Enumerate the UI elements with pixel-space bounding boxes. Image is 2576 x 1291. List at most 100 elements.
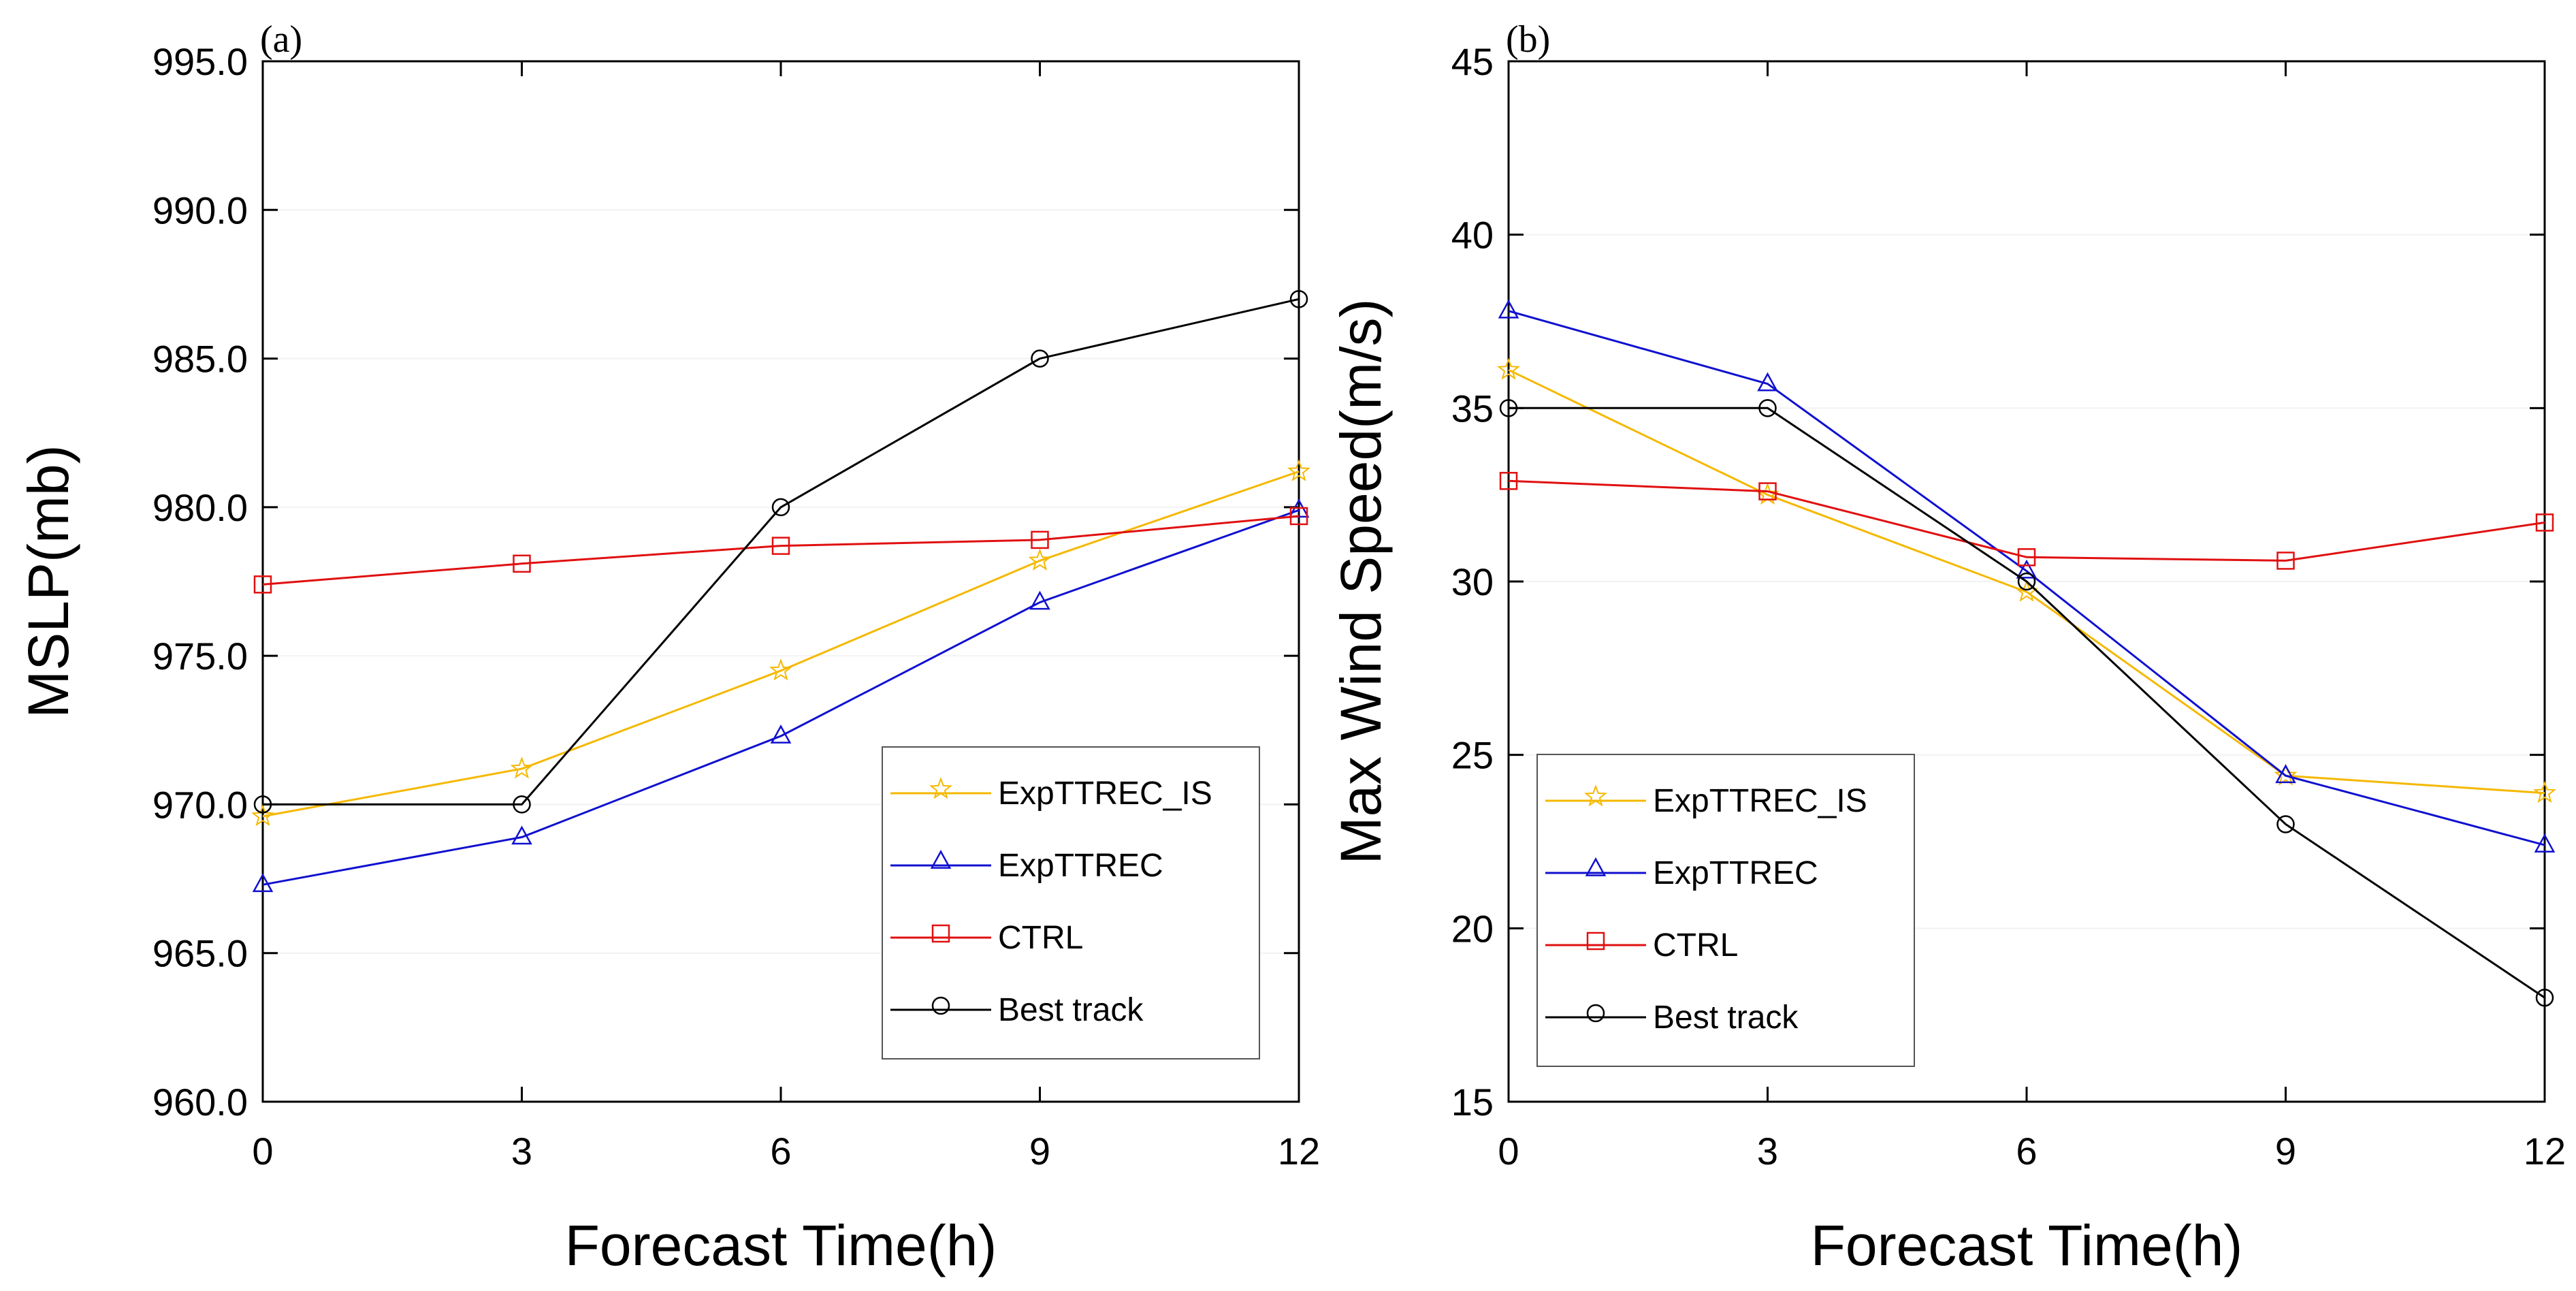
series-line: [1508, 368, 2545, 795]
legend: ExpTTREC_IS ExpTTREC CTRL Best track: [882, 746, 1260, 1059]
data-point: [1289, 507, 1308, 526]
series-line: [262, 515, 1300, 586]
x-axis-label: Forecast Time(h): [565, 1213, 997, 1277]
y-tick-label: 985.0: [152, 338, 248, 381]
legend-label: ExpTTREC_IS: [998, 776, 1212, 812]
data-point: [2016, 559, 2038, 579]
legend-entry: ExpTTREC: [890, 848, 1163, 884]
legend-label: CTRL: [998, 920, 1083, 956]
data-point: [2017, 548, 2036, 567]
legend-marker: [1586, 931, 1605, 951]
legend-marker: [929, 777, 953, 799]
x-tick-label: 3: [1757, 1130, 1778, 1173]
data-point: [252, 873, 274, 893]
legend-entry: CTRL: [890, 920, 1083, 956]
x-tick-label: 9: [2275, 1130, 2296, 1173]
legend-label: Best track: [1653, 1000, 1799, 1036]
data-point: [2275, 764, 2296, 784]
legend-label: ExpTTREC: [1653, 855, 1818, 891]
data-point: [513, 554, 531, 573]
data-point: [2274, 763, 2298, 786]
series-line: [1509, 407, 2545, 999]
y-tick-label: 990.0: [152, 189, 248, 232]
chart-panel-2: 15 20 25 30 35 40 45 0 3 6 9 12 (b) Forecast Time(h) M…: [1329, 18, 2566, 1277]
legend-marker: [931, 996, 950, 1015]
data-point: [1758, 482, 1777, 500]
data-point: [253, 575, 272, 594]
data-point: [510, 756, 534, 779]
data-point: [770, 724, 792, 744]
data-point: [1287, 459, 1311, 481]
y-tick-label: 30: [1451, 560, 1494, 603]
legend-label: CTRL: [1653, 927, 1738, 963]
legend-label: ExpTTREC_IS: [1653, 783, 1867, 819]
x-tick-label: 0: [1498, 1130, 1519, 1173]
data-point: [1031, 530, 1049, 549]
x-tick-label: 0: [252, 1130, 273, 1173]
legend-label: Best track: [998, 992, 1144, 1028]
y-tick-label: 25: [1451, 734, 1494, 777]
data-point: [511, 825, 532, 845]
panel-label: (a): [260, 18, 302, 61]
data-point: [2535, 988, 2554, 1007]
legend-marker: [1585, 857, 1607, 876]
y-tick-label: 35: [1451, 387, 1494, 430]
data-point: [1758, 399, 1777, 417]
y-tick-label: 15: [1451, 1081, 1494, 1123]
x-axis-label: Forecast Time(h): [1811, 1213, 2243, 1277]
y-axis-label: MSLP(mb): [16, 445, 80, 718]
legend-box: [1536, 754, 1915, 1067]
legend-entry: Best track: [1545, 1000, 1799, 1036]
x-tick-label: 6: [770, 1130, 791, 1173]
x-tick-label: 12: [1278, 1130, 1320, 1173]
legend-marker: [1586, 1004, 1605, 1023]
legend-entry: ExpTTREC_IS: [890, 776, 1212, 812]
series-best-track: [1499, 399, 2554, 1007]
series-best-track: [253, 290, 1308, 814]
data-point: [2276, 815, 2295, 833]
legend-marker: [931, 924, 950, 943]
y-tick-label: 995.0: [152, 40, 248, 83]
series-line: [1508, 310, 2545, 846]
series-ctrl: [253, 507, 1308, 594]
x-tick-label: 3: [511, 1130, 532, 1173]
legend-entry: ExpTTREC_IS: [1545, 783, 1867, 819]
x-tick-label: 9: [1029, 1130, 1050, 1173]
data-point: [771, 498, 790, 517]
data-point: [1498, 299, 1519, 319]
legend-entry: CTRL: [1545, 927, 1738, 963]
legend-entry: Best track: [890, 992, 1144, 1028]
legend-marker: [1583, 784, 1608, 807]
legend-marker: [930, 850, 952, 869]
data-point: [2534, 833, 2556, 852]
y-tick-label: 960.0: [152, 1081, 248, 1123]
x-tick-label: 6: [2016, 1130, 2037, 1173]
series-expttrec: [1498, 299, 2556, 852]
series-line: [263, 298, 1300, 806]
data-point: [251, 804, 275, 827]
data-point: [1029, 590, 1050, 610]
panel-label: (b): [1506, 18, 1550, 61]
y-tick-label: 45: [1451, 40, 1494, 83]
data-point: [1757, 372, 1778, 392]
data-point: [769, 658, 793, 681]
chart-panel-1: 960.0 965.0 970.0 975.0 980.0 985.0 990.0 995.0…: [16, 18, 1320, 1277]
data-point: [1028, 548, 1052, 571]
y-tick-label: 970.0: [152, 783, 248, 826]
y-tick-label: 980.0: [152, 486, 248, 529]
data-point: [771, 537, 790, 555]
series-ctrl: [1499, 472, 2554, 570]
data-point: [1031, 349, 1049, 368]
legend-entry: ExpTTREC: [1545, 855, 1818, 891]
y-tick-label: 40: [1451, 214, 1494, 257]
series-line: [262, 509, 1300, 886]
x-tick-label: 12: [2524, 1130, 2566, 1173]
y-tick-label: 975.0: [152, 635, 248, 678]
legend: ExpTTREC_IS ExpTTREC CTRL Best track: [1536, 754, 1915, 1067]
series-line: [1508, 479, 2545, 562]
data-point: [253, 795, 272, 814]
y-tick-label: 20: [1451, 907, 1494, 950]
data-point: [2017, 572, 2036, 591]
data-point: [1499, 399, 1518, 417]
